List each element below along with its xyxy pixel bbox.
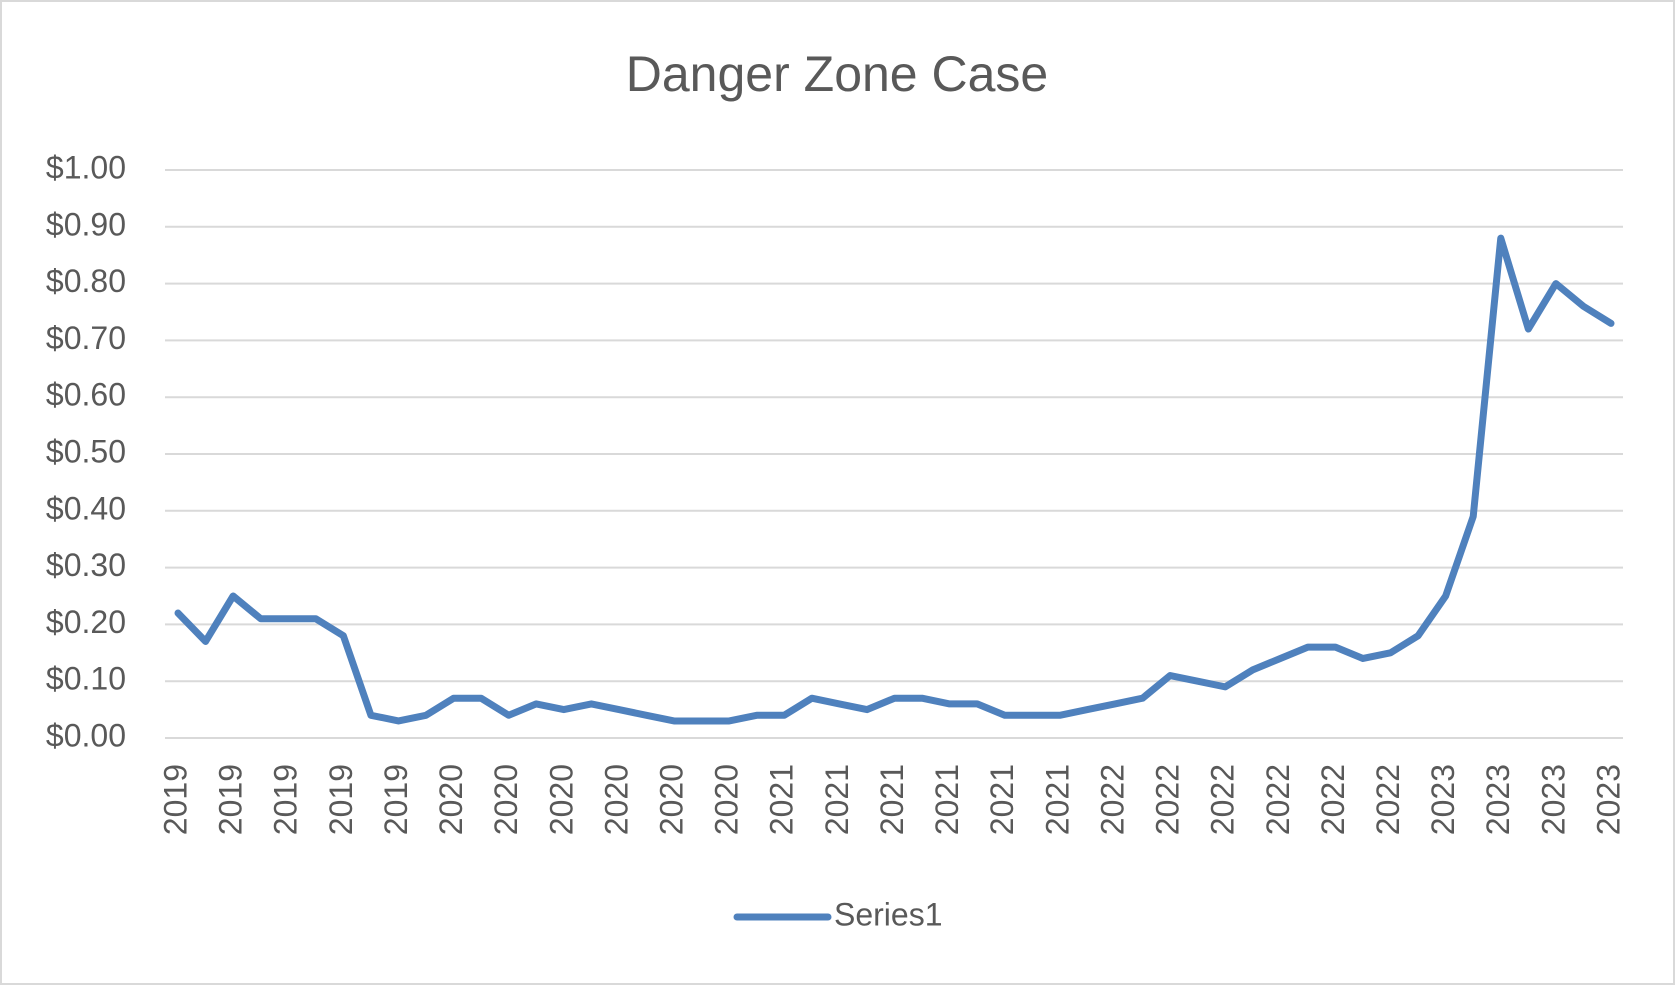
y-tick-label: $0.00	[46, 717, 126, 753]
y-tick-label: $0.60	[46, 377, 126, 413]
y-tick-label: $0.30	[46, 547, 126, 583]
x-tick-label: 2020	[653, 764, 689, 835]
y-tick-label: $0.50	[46, 433, 126, 469]
legend-label: Series1	[834, 896, 943, 932]
y-tick-label: $0.80	[46, 263, 126, 299]
y-tick-label: $1.00	[46, 149, 126, 185]
y-tick-label: $0.70	[46, 320, 126, 356]
y-tick-label: $0.10	[46, 661, 126, 697]
x-tick-label: 2021	[819, 764, 855, 835]
x-tick-label: 2022	[1260, 764, 1296, 835]
x-tick-label: 2019	[268, 764, 304, 835]
x-tick-label: 2022	[1205, 764, 1241, 835]
x-tick-label: 2020	[543, 764, 579, 835]
x-tick-label: 2020	[709, 764, 745, 835]
x-tick-label: 2023	[1590, 764, 1626, 835]
x-tick-label: 2022	[1315, 764, 1351, 835]
x-tick-label: 2023	[1480, 764, 1516, 835]
x-tick-label: 2020	[598, 764, 634, 835]
x-tick-label: 2022	[1370, 764, 1406, 835]
x-tick-label: 2022	[1094, 764, 1130, 835]
x-tick-label: 2019	[157, 764, 193, 835]
x-tick-label: 2021	[1039, 764, 1075, 835]
chart-title: Danger Zone Case	[626, 46, 1048, 102]
x-tick-label: 2020	[433, 764, 469, 835]
x-tick-label: 2019	[323, 764, 359, 835]
x-tick-label: 2021	[929, 764, 965, 835]
y-tick-label: $0.90	[46, 206, 126, 242]
x-tick-label: 2021	[984, 764, 1020, 835]
x-tick-label: 2019	[378, 764, 414, 835]
series-line	[174, 234, 1615, 725]
x-tick-label: 2022	[1150, 764, 1186, 835]
y-tick-label: $0.20	[46, 604, 126, 640]
x-tick-label: 2021	[764, 764, 800, 835]
y-tick-label: $0.40	[46, 490, 126, 526]
x-tick-label: 2020	[488, 764, 524, 835]
x-tick-label: 2023	[1535, 764, 1571, 835]
x-tick-label: 2019	[213, 764, 249, 835]
x-tick-label: 2021	[874, 764, 910, 835]
x-tick-label: 2023	[1425, 764, 1461, 835]
